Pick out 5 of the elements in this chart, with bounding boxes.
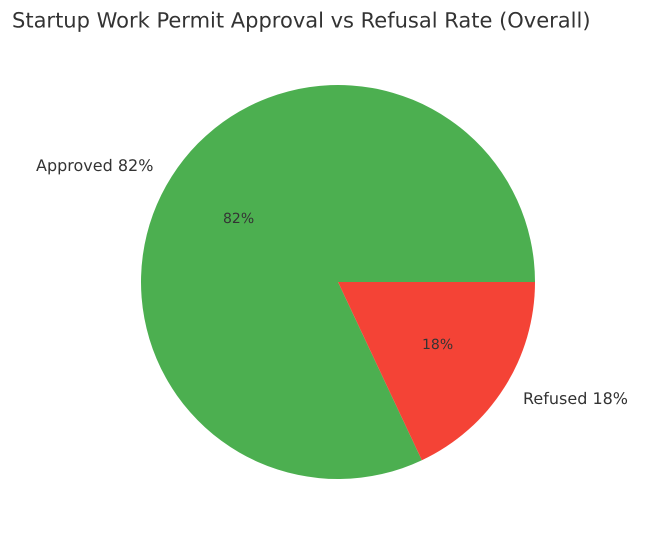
data-label: 18% — [422, 337, 454, 353]
slice-label: Refused 18% — [523, 389, 628, 408]
data-label: 82% — [223, 211, 254, 227]
slice-label: Approved 82% — [36, 156, 154, 175]
chart-title: Startup Work Permit Approval vs Refusal Rate (Overall) — [12, 8, 591, 32]
